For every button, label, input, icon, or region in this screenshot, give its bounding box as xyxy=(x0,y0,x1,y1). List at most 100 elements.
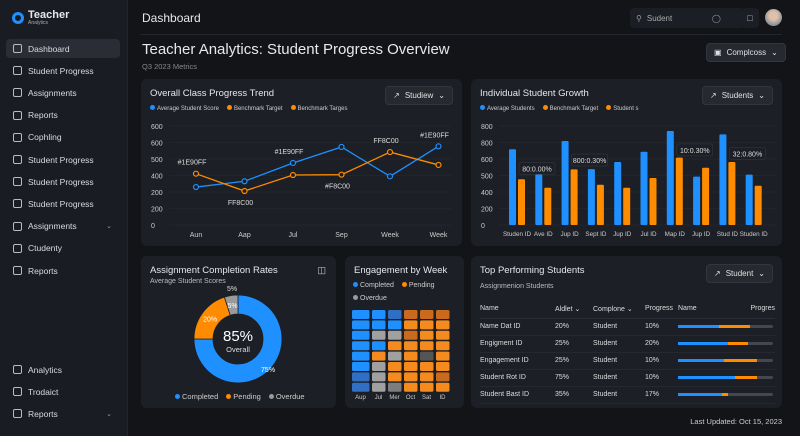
series-line xyxy=(195,151,439,192)
sidebar-item[interactable]: Assignments xyxy=(6,83,120,102)
sidebar-item[interactable]: Dashboard xyxy=(6,39,120,58)
annotation-box xyxy=(571,153,608,167)
y-tick-label: 500 xyxy=(151,157,163,164)
card-subtitle: Average Student Scores xyxy=(150,278,226,285)
sidebar-item[interactable]: Student Progress xyxy=(6,172,120,191)
x-tick-label: ID xyxy=(440,395,447,401)
progress-fill-completed xyxy=(678,359,724,362)
slice-label: 75% xyxy=(261,367,275,374)
heatmap-cell xyxy=(352,330,370,340)
external-icon: ↗ xyxy=(393,91,400,100)
sidebar-item[interactable]: Ctudenty xyxy=(6,239,120,258)
sidebar-item[interactable]: Reports ⌄ xyxy=(6,404,120,423)
sidebar-item[interactable]: Reports xyxy=(6,261,120,280)
cell-name: Engagement ID xyxy=(480,352,555,370)
bar xyxy=(544,187,552,225)
heatmap-cell xyxy=(404,341,418,351)
data-point xyxy=(338,143,345,151)
legend-label: Overdue xyxy=(275,392,305,401)
y-tick-label: 600 xyxy=(151,141,163,148)
search-input[interactable] xyxy=(646,13,707,23)
sidebar-item-label: Assignments xyxy=(28,221,77,232)
share-icon[interactable]: ◫ xyxy=(317,265,326,275)
y-tick-label: 400 xyxy=(481,190,493,197)
legend-swatch xyxy=(268,394,274,399)
x-tick-label: Week xyxy=(381,232,399,239)
x-tick-label: Aun xyxy=(190,232,203,239)
column-header[interactable]: Aldlet ⌄ xyxy=(555,300,593,319)
slice-label: 5% xyxy=(228,303,238,310)
legend-item: Benchmark Targes xyxy=(290,105,347,112)
data-annotation: FF8C00 xyxy=(228,200,253,207)
student-dropdown[interactable]: ↗ Student ⌄ xyxy=(706,264,773,283)
column-header[interactable]: Complone ⌄ xyxy=(593,300,645,319)
sidebar-item[interactable]: Trodaict xyxy=(6,382,120,401)
heatmap-cell xyxy=(372,330,386,340)
sidebar-item[interactable]: Analytics xyxy=(6,360,120,379)
slice-label: 20% xyxy=(203,317,217,324)
bar xyxy=(693,176,701,225)
scan-icon[interactable]: ◯ xyxy=(711,13,721,23)
x-tick-label: Jul ID xyxy=(640,231,657,238)
studiew-dropdown[interactable]: ↗ Studiew ⌄ xyxy=(385,86,453,105)
chevron-down-icon: ⌄ xyxy=(771,48,778,57)
data-annotation: 32:0.80% xyxy=(733,151,763,158)
sidebar-item-label: Student Progress xyxy=(28,198,94,209)
x-tick-label: Aap xyxy=(238,232,251,239)
heatmap-cell xyxy=(420,372,434,382)
donut-slice xyxy=(223,294,239,316)
sidebar-item[interactable]: Student Progress xyxy=(6,61,120,80)
heatmap-cell xyxy=(372,351,386,361)
table-row[interactable]: Student Bast ID 35% Student 17% xyxy=(480,386,775,404)
legend-swatch xyxy=(226,105,232,110)
students-dropdown[interactable]: ↗ Students ⌄ xyxy=(702,86,773,105)
x-tick-label: Mer xyxy=(389,395,399,401)
heatmap-cell xyxy=(420,341,434,351)
sidebar-item[interactable]: Student Progress xyxy=(6,194,120,213)
legend-label: Overdue xyxy=(360,295,387,302)
heatmap-cell xyxy=(388,382,402,392)
annotation-box xyxy=(676,143,714,157)
table-row[interactable]: Engagement ID 25% Student 10% xyxy=(480,352,775,370)
completion-card: Assignment Completion Rates Average Stud… xyxy=(141,256,336,408)
progress-fill-pending xyxy=(721,393,729,396)
sidebar-item[interactable]: Assignments ⌄ xyxy=(6,217,120,236)
y-tick-label: 0 xyxy=(481,223,485,230)
cell-p: 10% xyxy=(645,318,678,336)
column-header: Name xyxy=(480,300,555,319)
student-growth-card: Individual Student Growth ↗ Students ⌄ Ave… xyxy=(471,79,782,246)
bar xyxy=(754,185,762,225)
heatmap-cell xyxy=(372,372,386,382)
heatmap-cell xyxy=(352,372,370,382)
data-point xyxy=(241,178,248,185)
heatmap-cell xyxy=(388,310,402,319)
legend-item: Average Students xyxy=(480,105,535,112)
table-row[interactable]: Name Dat ID 20% Student 10% xyxy=(480,318,775,336)
document-icon xyxy=(13,199,22,209)
page-title: Teacher Analytics: Student Progress Over… xyxy=(142,41,450,58)
data-point xyxy=(435,161,442,169)
chevron-down-icon: ⌄ xyxy=(626,305,633,313)
sidebar-item[interactable]: Reports xyxy=(6,106,120,125)
heatmap-cell xyxy=(420,351,434,361)
compare-dropdown[interactable]: ▣ Complcoss ⌄ xyxy=(706,43,786,62)
search-box[interactable]: ⚲◯ xyxy=(630,8,744,28)
chevron-down-icon: ⌄ xyxy=(106,223,112,231)
table-row[interactable]: Engigment ID 25% Student 20% xyxy=(480,335,775,353)
bar xyxy=(640,151,648,225)
annotation-box xyxy=(518,162,556,175)
avatar[interactable] xyxy=(765,9,782,26)
legend-label: Completed xyxy=(360,282,394,289)
cell-c: Student xyxy=(593,335,645,353)
table-row[interactable]: Student Rot ID 75% Student 10% xyxy=(480,369,775,387)
sidebar-item[interactable]: Student Progress xyxy=(6,150,120,169)
column-header: Progres xyxy=(740,300,775,319)
product-icon xyxy=(13,387,22,396)
donut-chart: 75% 20% 5% 5% 85%Overall xyxy=(193,286,283,384)
header-title: Dashboard xyxy=(142,11,201,25)
clipboard-button[interactable]: □ xyxy=(741,8,759,28)
progress-icon xyxy=(13,66,22,76)
heatmap-cell xyxy=(404,362,418,371)
sidebar-item[interactable]: Cophling xyxy=(6,128,120,147)
heatmap-cell xyxy=(352,320,370,330)
